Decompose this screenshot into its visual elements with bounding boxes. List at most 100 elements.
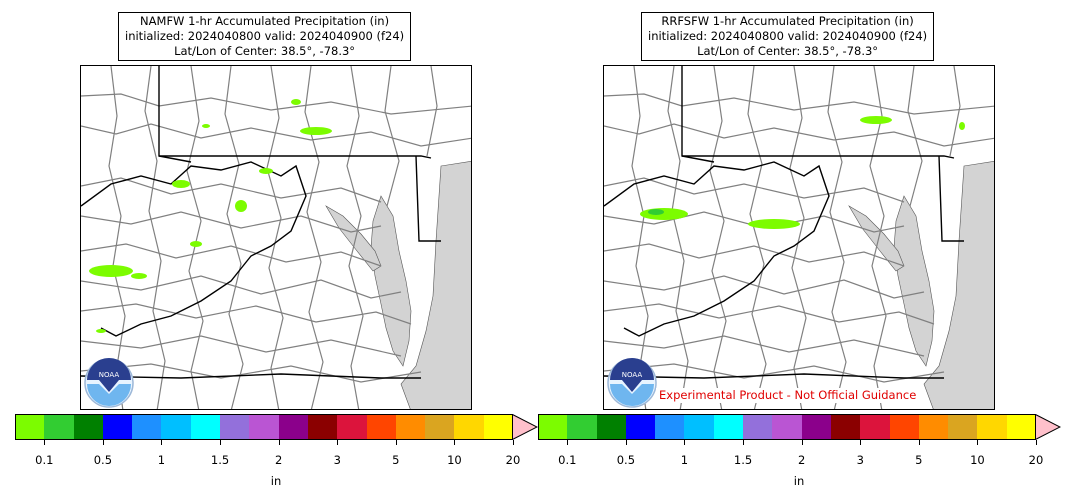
- left-title-line1: NAMFW 1-hr Accumulated Precipitation (in…: [140, 14, 390, 28]
- va-nc-border: [81, 373, 421, 379]
- colorbar-segment: [684, 414, 715, 440]
- left-title-line2: initialized: 2024040800 valid: 202404090…: [125, 29, 405, 43]
- wv-va-border: [604, 161, 830, 337]
- colorbar-segment: [73, 414, 104, 440]
- precip-cell: [235, 200, 247, 212]
- colorbar-left: [15, 414, 538, 440]
- colorbar-segment: [625, 414, 656, 440]
- colorbar-segment: [801, 414, 832, 440]
- colorbar-segment: [538, 414, 568, 440]
- right-panel-title: RRFSFW 1-hr Accumulated Precipitation (i…: [641, 12, 935, 61]
- colorbar-segment: [454, 414, 485, 440]
- noaa-logo-right: NOAA: [607, 358, 657, 408]
- colorbar-segment: [249, 414, 280, 440]
- colorbar-extend-arrow: [1035, 414, 1061, 440]
- colorbar-tick-mark: [567, 440, 569, 445]
- right-title-line3: Lat/Lon of Center: 38.5°, -78.3°: [697, 44, 879, 58]
- experimental-warning: Experimental Product - Not Official Guid…: [656, 388, 920, 403]
- right-map[interactable]: [603, 65, 995, 410]
- colorbar-tick-label: 1: [157, 453, 166, 467]
- colorbar-segment: [830, 414, 861, 440]
- colorbar-segment: [772, 414, 803, 440]
- colorbar-segment: [948, 414, 978, 440]
- colorbar-tick-mark: [801, 440, 803, 445]
- colorbar-tick-label: 0.1: [558, 453, 577, 467]
- colorbar-segment: [860, 414, 891, 440]
- colorbar-right: [538, 414, 1062, 440]
- colorbar-left-unit-label: in: [270, 474, 282, 488]
- colorbar-segment: [483, 414, 514, 440]
- colorbar-tick-label: 0.5: [93, 453, 113, 467]
- colorbar-tick-mark: [395, 440, 397, 445]
- colorbar-tick-mark: [743, 440, 745, 445]
- chesapeake-bay: [370, 195, 412, 367]
- colorbar-segment: [889, 414, 920, 440]
- colorbar-tick-mark: [860, 440, 862, 445]
- colorbar-tick-mark: [625, 440, 627, 445]
- colorbar-tick-mark: [684, 440, 686, 445]
- wv-md-border: [681, 66, 715, 163]
- precip-cell: [89, 265, 133, 277]
- right-map-svg: [604, 66, 994, 409]
- right-title-line1: RRFSFW 1-hr Accumulated Precipitation (i…: [661, 14, 914, 28]
- precip-areas: [89, 99, 332, 333]
- precip-cell: [172, 180, 190, 188]
- noaa-logo-left: NOAA: [84, 358, 134, 408]
- colorbar-tick-label: 1.5: [210, 453, 230, 467]
- colorbar-border: [15, 414, 513, 440]
- pa-md-border: [682, 155, 955, 159]
- precip-cell: [648, 209, 664, 215]
- va-nc-border: [604, 373, 944, 379]
- colorbar-segment: [161, 414, 192, 440]
- precip-cell: [259, 168, 273, 174]
- colorbar-tick-label: 5: [915, 453, 923, 467]
- precip-cell: [291, 99, 301, 105]
- pa-md-border: [159, 155, 432, 159]
- colorbar-segment: [918, 414, 949, 440]
- precip-cell: [959, 122, 965, 130]
- left-title-line3: Lat/Lon of Center: 38.5°, -78.3°: [174, 44, 356, 58]
- colorbar-tick-mark: [220, 440, 222, 445]
- colorbar-tick-mark: [102, 440, 104, 445]
- colorbar-segment: [44, 414, 75, 440]
- colorbar-segment: [307, 414, 338, 440]
- colorbar-tick-mark: [1036, 440, 1037, 445]
- wv-va-border: [81, 161, 307, 337]
- colorbar-segment: [366, 414, 397, 440]
- chesapeake-bay: [893, 195, 935, 367]
- wv-md-border: [158, 66, 192, 163]
- colorbar-segment: [425, 414, 455, 440]
- right-title-line2: initialized: 2024040800 valid: 202404090…: [648, 29, 928, 43]
- colorbar-segment: [190, 414, 221, 440]
- precip-cell: [748, 219, 800, 229]
- atlantic-ocean: [400, 161, 471, 409]
- left-map[interactable]: [80, 65, 472, 410]
- colorbar-segment: [102, 414, 133, 440]
- precip-cell: [640, 208, 688, 220]
- colorbar-tick-label: 10: [970, 453, 985, 467]
- colorbar-tick-mark: [44, 440, 46, 445]
- colorbar-tick-mark: [513, 440, 514, 445]
- noaa-logo-icon: NOAA: [607, 358, 657, 408]
- left-panel-title: NAMFW 1-hr Accumulated Precipitation (in…: [118, 12, 412, 61]
- colorbar-segment: [395, 414, 426, 440]
- logo-text: NOAA: [99, 371, 120, 379]
- colorbar-extend-arrow: [512, 414, 538, 440]
- colorbar-tick-mark: [337, 440, 339, 445]
- colorbar-tick-label: 20: [505, 453, 521, 467]
- colorbar-segment: [220, 414, 250, 440]
- colorbar-segment: [278, 414, 309, 440]
- colorbar-tick-mark: [454, 440, 456, 445]
- colorbar-tick-mark: [161, 440, 163, 445]
- colorbar-tick-label: 0.5: [616, 453, 636, 467]
- colorbar-segment: [713, 414, 744, 440]
- colorbar-tick-label: 1.5: [733, 453, 753, 467]
- colorbar-segment: [977, 414, 1008, 440]
- colorbar-tick-label: 5: [392, 453, 400, 467]
- colorbar-segment: [743, 414, 773, 440]
- precip-cell: [202, 124, 210, 128]
- county-lines: [604, 66, 994, 409]
- colorbar-tick-mark: [977, 440, 979, 445]
- colorbar-segment: [1006, 414, 1037, 440]
- colorbar-tick-label: 2: [274, 453, 283, 467]
